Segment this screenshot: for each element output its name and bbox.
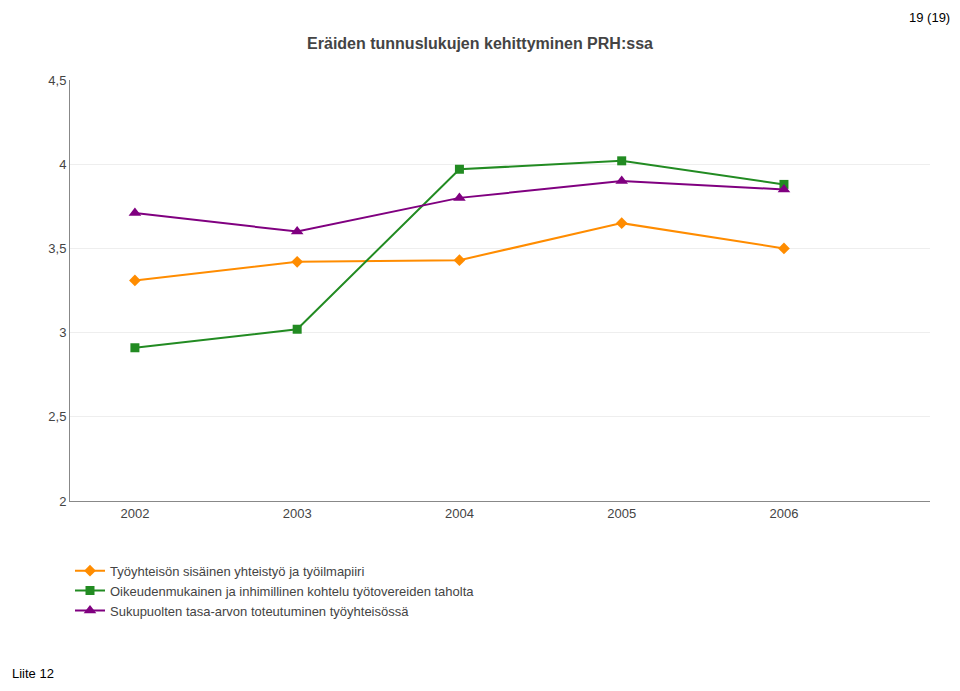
svg-text:2005: 2005 — [607, 506, 636, 521]
svg-text:2006: 2006 — [769, 506, 798, 521]
svg-text:19 (19): 19 (19) — [909, 10, 950, 25]
svg-text:Liite 12: Liite 12 — [12, 666, 54, 681]
svg-text:3: 3 — [59, 325, 66, 340]
svg-text:Eräiden tunnuslukujen kehittym: Eräiden tunnuslukujen kehittyminen PRH:s… — [307, 35, 653, 52]
svg-text:2,5: 2,5 — [48, 409, 66, 424]
svg-text:2003: 2003 — [283, 506, 312, 521]
svg-text:2: 2 — [59, 494, 66, 509]
svg-text:Oikeudenmukainen ja inhimillin: Oikeudenmukainen ja inhimillinen kohtelu… — [110, 584, 474, 599]
svg-text:Sukupuolten tasa-arvon toteutu: Sukupuolten tasa-arvon toteutuminen työy… — [110, 604, 409, 619]
svg-text:3,5: 3,5 — [48, 241, 66, 256]
svg-text:2002: 2002 — [120, 506, 149, 521]
svg-text:4: 4 — [59, 157, 66, 172]
svg-text:2004: 2004 — [445, 506, 474, 521]
svg-text:4,5: 4,5 — [48, 73, 66, 88]
svg-text:Työyhteisön sisäinen yhteistyö: Työyhteisön sisäinen yhteistyö ja työilm… — [110, 564, 364, 579]
